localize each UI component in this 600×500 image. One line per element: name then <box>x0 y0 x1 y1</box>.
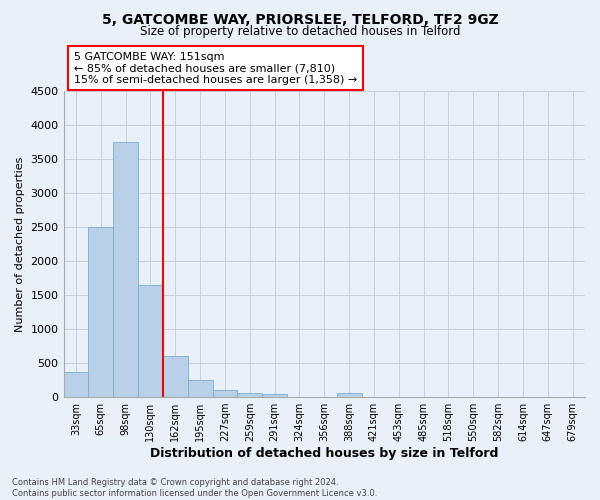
Bar <box>64 372 88 397</box>
Text: Size of property relative to detached houses in Telford: Size of property relative to detached ho… <box>140 25 460 38</box>
Y-axis label: Number of detached properties: Number of detached properties <box>15 156 25 332</box>
Bar <box>238 393 262 397</box>
Bar <box>138 286 163 397</box>
Text: 5, GATCOMBE WAY, PRIORSLEE, TELFORD, TF2 9GZ: 5, GATCOMBE WAY, PRIORSLEE, TELFORD, TF2… <box>101 12 499 26</box>
Bar <box>113 142 138 397</box>
Text: Contains HM Land Registry data © Crown copyright and database right 2024.
Contai: Contains HM Land Registry data © Crown c… <box>12 478 377 498</box>
Text: 5 GATCOMBE WAY: 151sqm
← 85% of detached houses are smaller (7,810)
15% of semi-: 5 GATCOMBE WAY: 151sqm ← 85% of detached… <box>74 52 357 85</box>
Bar <box>188 380 212 397</box>
Bar <box>262 394 287 397</box>
Bar <box>337 394 362 397</box>
Bar <box>212 390 238 397</box>
X-axis label: Distribution of detached houses by size in Telford: Distribution of detached houses by size … <box>150 447 499 460</box>
Bar <box>88 227 113 397</box>
Bar <box>163 356 188 397</box>
